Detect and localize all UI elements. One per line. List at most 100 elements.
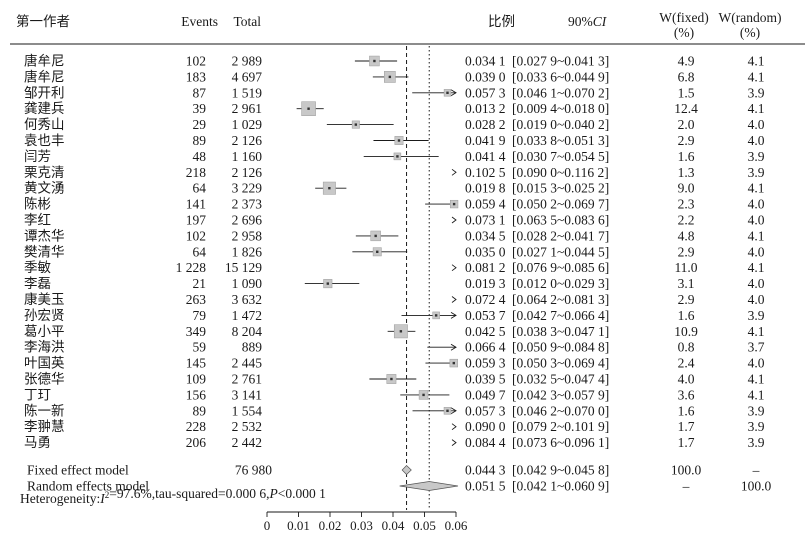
study-estimate: 0.019 8 (465, 181, 506, 196)
study-total: 2 445 (232, 356, 263, 371)
study-ci: [0.028 2~0.041 7] (512, 228, 609, 243)
study-out-of-range-arrow (451, 264, 457, 272)
study-author: 闫芳 (24, 149, 51, 164)
study-events: 109 (186, 372, 207, 387)
study-author: 马勇 (24, 435, 51, 450)
study-ci: [0.009 4~0.018 0] (512, 101, 609, 116)
study-estimate: 0.059 4 (465, 197, 506, 212)
study-author: 李海洪 (24, 340, 65, 355)
study-w-fixed: 11.0 (674, 260, 697, 275)
study-total: 2 989 (232, 54, 263, 69)
study-out-of-range-arrow (451, 296, 457, 303)
study-events: 141 (186, 197, 206, 212)
study-total: 1 826 (232, 244, 263, 259)
study-events: 228 (186, 419, 207, 434)
study-ci: [0.012 0~0.029 3] (512, 276, 609, 291)
study-w-random: 4.1 (748, 372, 765, 387)
study-events: 102 (186, 54, 206, 69)
study-author: 丁玎 (24, 387, 51, 402)
study-events: 1 228 (176, 260, 207, 275)
study-events: 263 (186, 292, 207, 307)
study-w-random: 3.9 (748, 403, 765, 418)
study-estimate: 0.039 5 (465, 372, 506, 387)
study-ci: [0.033 8~0.051 3] (512, 133, 609, 148)
fixed-model-diamond (401, 465, 412, 475)
fixed-model-ci: [0.042 9~0.045 8] (512, 463, 609, 478)
study-author: 李红 (24, 213, 51, 228)
study-w-random: 4.1 (748, 181, 765, 196)
random-model-ci: [0.042 1~0.060 9] (512, 479, 609, 494)
study-w-random: 4.0 (748, 292, 765, 307)
study-total: 889 (242, 340, 263, 355)
x-axis-tick-label: 0.02 (319, 518, 342, 533)
study-point-center (434, 314, 438, 317)
study-w-fixed: 4.8 (678, 228, 695, 243)
study-estimate: 0.013 2 (465, 101, 506, 116)
study-events: 197 (186, 213, 207, 228)
study-total: 1 554 (232, 403, 263, 418)
study-author: 龚建兵 (24, 101, 65, 116)
heterogeneity-text: Heterogeneity:I2=97.6%,tau-squared=0.000… (20, 486, 326, 506)
study-ci: [0.073 6~0.096 1] (512, 435, 609, 450)
study-ci: [0.050 9~0.084 8] (512, 340, 609, 355)
study-author: 唐牟尼 (24, 53, 65, 69)
study-ci: [0.027 1~0.044 5] (512, 244, 609, 259)
study-w-fixed: 1.6 (678, 149, 695, 164)
study-point-center (446, 91, 449, 94)
study-events: 206 (186, 435, 207, 450)
study-w-random: 4.1 (748, 260, 765, 275)
study-w-random: 3.9 (748, 308, 765, 323)
study-point-center (374, 234, 377, 238)
study-w-fixed: 6.8 (678, 69, 695, 84)
study-estimate: 0.090 0 (465, 419, 506, 434)
study-events: 29 (193, 117, 207, 132)
study-total: 3 141 (232, 387, 262, 402)
x-axis-tick-label: 0.01 (287, 518, 310, 533)
study-point-center (354, 123, 358, 126)
study-ci-arrow (450, 407, 457, 415)
study-estimate: 0.059 3 (465, 356, 506, 371)
study-estimate: 0.049 7 (465, 387, 506, 402)
study-w-random: 4.1 (748, 54, 765, 69)
study-point-center (390, 377, 393, 381)
study-point-center (452, 361, 455, 365)
study-point-center (396, 155, 399, 158)
study-author: 陈一新 (24, 402, 65, 418)
study-point-center (452, 202, 456, 206)
study-w-random: 4.1 (748, 228, 765, 243)
study-ci-arrow (450, 343, 457, 351)
study-events: 87 (193, 85, 207, 100)
study-point-center (446, 409, 449, 412)
study-total: 2 696 (232, 213, 263, 228)
study-w-fixed: 1.6 (678, 308, 695, 323)
study-ci: [0.038 3~0.047 1] (512, 324, 609, 339)
study-author: 樊清华 (24, 244, 65, 259)
study-w-random: 4.0 (748, 213, 765, 228)
study-total: 2 126 (232, 165, 263, 180)
study-w-fixed: 2.9 (678, 133, 695, 148)
study-total: 2 761 (232, 372, 262, 387)
fixed-model-w-fixed: 100.0 (671, 463, 702, 478)
study-events: 102 (186, 228, 206, 243)
header-w-fixed-unit: (%) (674, 25, 694, 40)
study-w-fixed: 2.0 (678, 117, 695, 132)
study-total: 1 519 (232, 85, 263, 100)
study-events: 183 (186, 69, 207, 84)
study-ci: [0.046 1~0.070 2] (512, 85, 609, 100)
study-ci: [0.046 2~0.070 0] (512, 403, 609, 418)
study-events: 39 (193, 101, 207, 116)
study-w-random: 4.1 (748, 101, 765, 116)
study-estimate: 0.042 5 (465, 324, 506, 339)
study-ci: [0.042 7~0.066 4] (512, 308, 609, 323)
study-total: 2 532 (232, 419, 262, 434)
header-author: 第一作者 (16, 13, 70, 29)
study-events: 79 (193, 308, 207, 323)
study-w-fixed: 1.3 (678, 165, 695, 180)
study-point-center (326, 282, 329, 285)
study-point-center (422, 393, 425, 397)
study-w-fixed: 3.1 (678, 276, 695, 291)
study-total: 1 472 (232, 308, 262, 323)
study-w-fixed: 2.9 (678, 292, 695, 307)
study-author: 张德华 (24, 372, 65, 387)
random-model-w-fixed: – (682, 479, 690, 494)
